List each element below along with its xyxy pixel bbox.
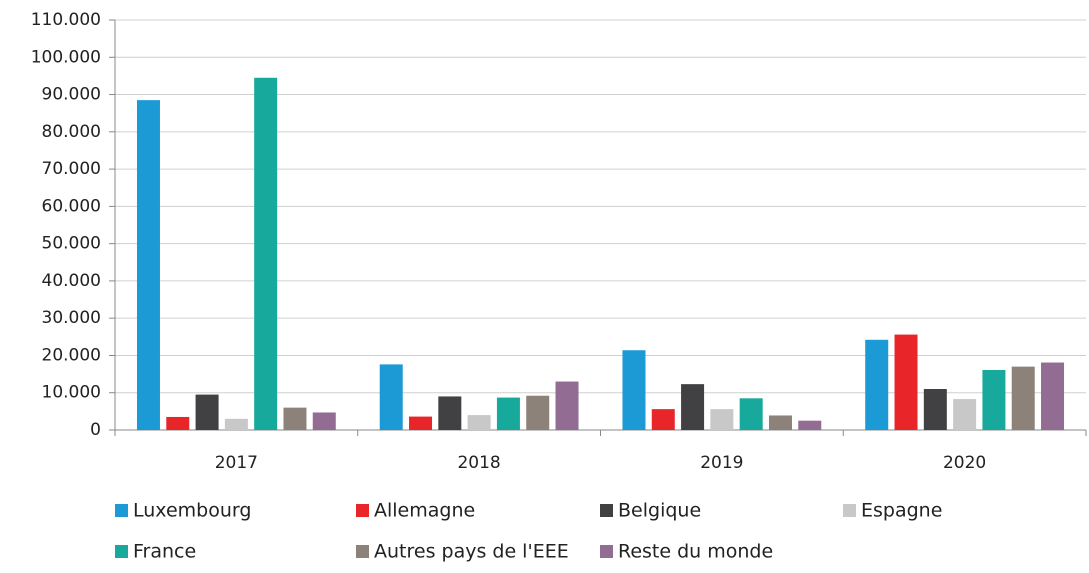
y-tick-label: 80.000 (42, 122, 101, 142)
bar (409, 416, 433, 430)
legend-swatch (600, 545, 613, 558)
bar (982, 369, 1006, 430)
legend-swatch (356, 545, 369, 558)
bar (923, 389, 947, 430)
y-tick-label: 20.000 (42, 345, 101, 365)
bar (496, 397, 520, 430)
bar (894, 334, 918, 430)
bar (467, 415, 491, 430)
legend-label: Reste du monde (618, 541, 773, 563)
bar (254, 77, 278, 430)
bar (798, 420, 822, 430)
bar (739, 398, 763, 430)
y-tick-label: 50.000 (42, 234, 101, 254)
legend-swatch (600, 504, 613, 517)
x-tick-label: 2017 (215, 453, 258, 473)
legend-swatch (115, 504, 128, 517)
legend-label: Allemagne (374, 500, 475, 522)
bar (651, 409, 675, 430)
y-tick-label: 90.000 (42, 85, 101, 105)
legend-label: France (133, 541, 196, 563)
bar (768, 415, 792, 430)
bar (224, 418, 248, 430)
bar (953, 399, 977, 430)
y-tick-label: 40.000 (42, 271, 101, 291)
y-tick-label: 30.000 (42, 308, 101, 328)
bar (681, 384, 705, 430)
bar (555, 381, 579, 430)
bar (710, 409, 734, 430)
legend-swatch (115, 545, 128, 558)
bar (865, 339, 889, 430)
y-tick-label: 0 (90, 420, 101, 440)
bar (136, 100, 160, 431)
bar (166, 416, 190, 430)
legend-swatch (843, 504, 856, 517)
bar (195, 394, 219, 430)
bar (438, 396, 462, 430)
legend-label: Luxembourg (133, 500, 251, 522)
legend-label: Belgique (618, 500, 701, 522)
x-tick-label: 2020 (943, 453, 986, 473)
y-tick-label: 10.000 (42, 383, 101, 403)
y-tick-label: 110.000 (31, 10, 101, 30)
x-tick-label: 2019 (700, 453, 743, 473)
bar (1011, 366, 1035, 430)
legend-swatch (356, 504, 369, 517)
y-tick-label: 60.000 (42, 196, 101, 216)
bar (379, 364, 403, 430)
bar (622, 350, 646, 430)
bar (526, 395, 550, 430)
legend-label: Espagne (861, 500, 942, 522)
bar (1041, 362, 1065, 430)
bar (283, 407, 307, 430)
legend-label: Autres pays de l'EEE (374, 541, 569, 563)
y-tick-label: 70.000 (42, 159, 101, 179)
x-tick-label: 2018 (457, 453, 500, 473)
y-tick-label: 100.000 (31, 47, 101, 67)
bar (312, 412, 336, 430)
